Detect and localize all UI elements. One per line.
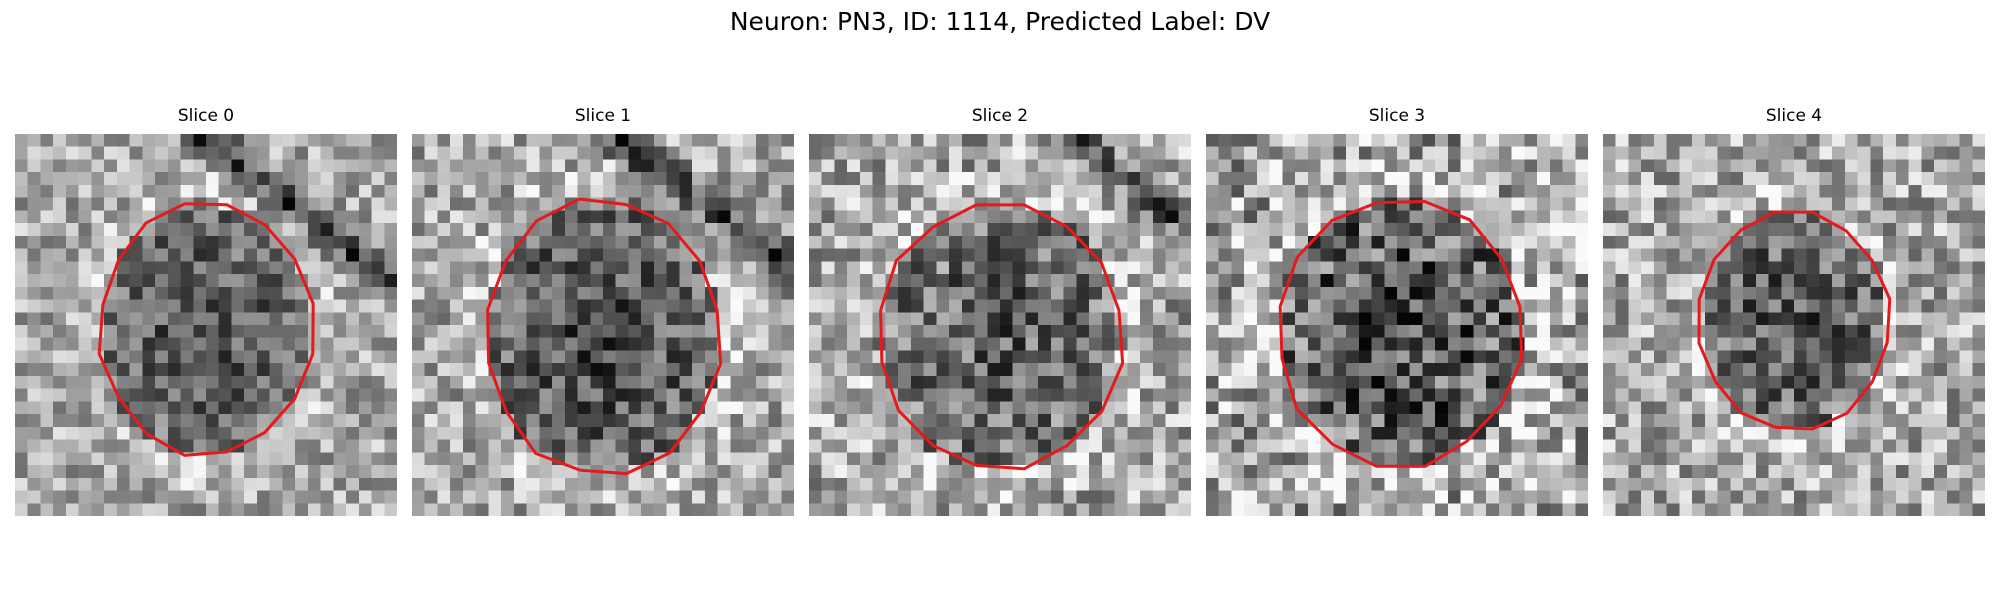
- slice-title: Slice 4: [1765, 106, 1823, 126]
- slice-title: Slice 3: [1368, 106, 1426, 126]
- slice-panel-0: Slice 0: [15, 104, 397, 516]
- micrograph-slice-2: [809, 134, 1191, 516]
- micrograph-slice-1: [412, 134, 794, 516]
- slice-panel-1: Slice 1: [412, 104, 794, 516]
- micrograph-slice-3: [1206, 134, 1588, 516]
- neuron-contour: [1697, 210, 1892, 431]
- micrograph-slice-4: [1603, 134, 1985, 516]
- slice-panel-4: Slice 4: [1603, 104, 1985, 516]
- slice-image-0: [15, 134, 397, 516]
- slice-panel-2: Slice 2: [809, 104, 1191, 516]
- neuron-contour: [879, 203, 1125, 471]
- slice-title: Slice 0: [177, 106, 235, 126]
- neuron-contour: [97, 202, 315, 457]
- micrograph-slice-0: [15, 134, 397, 516]
- slice-title: Slice 2: [971, 106, 1029, 126]
- slice-image-1: [412, 134, 794, 516]
- neuron-contour: [1278, 199, 1524, 468]
- slice-panel-3: Slice 3: [1206, 104, 1588, 516]
- figure-title: Neuron: PN3, ID: 1114, Predicted Label: …: [729, 7, 1271, 36]
- slice-image-4: [1603, 134, 1985, 516]
- neuron-contour: [486, 197, 723, 476]
- slice-image-3: [1206, 134, 1588, 516]
- slice-title: Slice 1: [574, 106, 632, 126]
- slice-image-2: [809, 134, 1191, 516]
